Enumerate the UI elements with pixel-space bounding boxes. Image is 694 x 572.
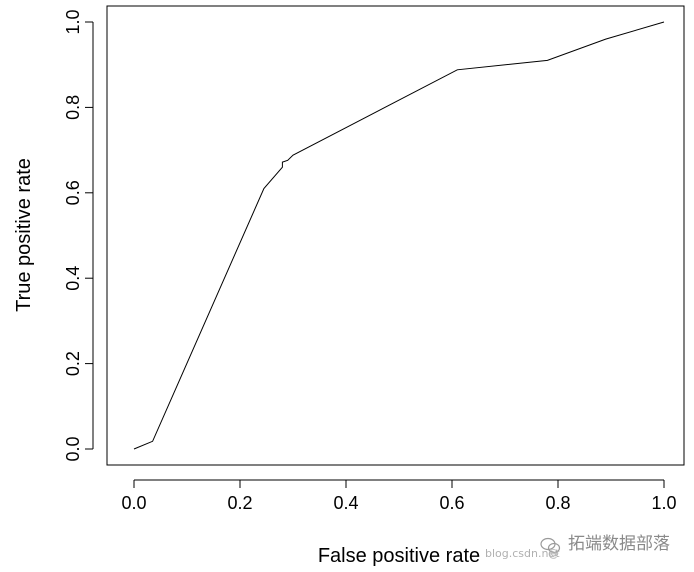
x-tick-label: 0.0 — [121, 493, 146, 513]
x-tick-label: 0.8 — [545, 493, 570, 513]
watermark-brand: 拓端数据部落 — [568, 534, 670, 554]
x-axis: 0.0 0.2 0.4 0.6 0.8 1.0 — [121, 479, 677, 513]
y-tick-label: 0.2 — [63, 351, 83, 376]
y-axis: 0.0 0.2 0.4 0.6 0.8 1.0 — [63, 9, 94, 462]
y-tick-label: 0.0 — [63, 436, 83, 461]
watermark-url: blog.csdn.net — [485, 547, 560, 560]
wechat-icon — [540, 537, 561, 554]
y-tick-label: 0.8 — [63, 95, 83, 120]
watermark: blog.csdn.net @ 拓端数据部落 — [485, 534, 670, 560]
x-tick-label: 0.4 — [333, 493, 358, 513]
y-axis-title: True positive rate — [13, 158, 35, 312]
roc-curve-line — [133, 21, 665, 450]
x-tick-label: 0.2 — [227, 493, 252, 513]
x-axis-title: False positive rate — [318, 545, 480, 567]
y-tick-label: 1.0 — [63, 9, 83, 34]
x-tick-label: 1.0 — [651, 493, 676, 513]
watermark-handle: @ — [548, 547, 559, 560]
y-tick-label: 0.4 — [63, 266, 83, 291]
plot-frame — [106, 5, 685, 466]
y-tick-label: 0.6 — [63, 180, 83, 205]
series-layer — [133, 21, 665, 450]
x-tick-label: 0.6 — [439, 493, 464, 513]
